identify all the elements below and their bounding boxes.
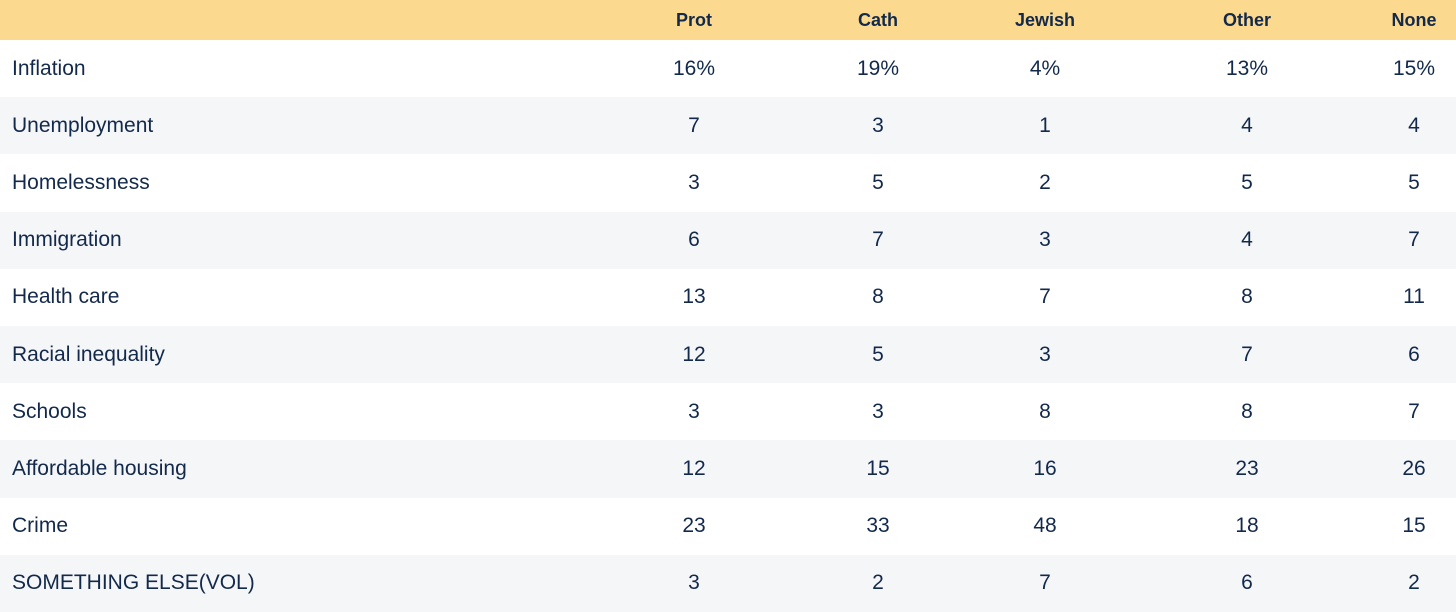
table-cell: 7	[688, 113, 700, 137]
table-row: SOMETHING ELSE(VOL) 3 2 7 6 2	[0, 554, 1456, 612]
table-cell: 2	[1039, 170, 1051, 194]
table-cell: 19%	[856, 56, 900, 80]
table-cell: 4	[1408, 113, 1420, 137]
row-label: Schools	[12, 399, 87, 423]
column-header-prot: Prot	[600, 0, 788, 40]
table-cell: 13	[682, 285, 706, 309]
table-cell: 3	[688, 399, 700, 423]
table-row: Immigration 6 7 3 4 7	[0, 211, 1456, 269]
table-cell: 3	[1039, 228, 1051, 252]
table-cell: 1	[1039, 113, 1051, 137]
table-row: Homelessness 3 5 2 5 5	[0, 154, 1456, 212]
column-header-cath: Cath	[788, 0, 968, 40]
table-cell: 12	[682, 456, 706, 480]
table-cell: 5	[872, 342, 884, 366]
table-cell: 4	[1241, 113, 1253, 137]
table-cell: 8	[872, 285, 884, 309]
table-row: Inflation 16% 19% 4% 13% 15%	[0, 40, 1456, 98]
row-label: Inflation	[12, 56, 86, 80]
table-cell: 5	[872, 170, 884, 194]
row-label: Crime	[12, 514, 68, 538]
row-label: Unemployment	[12, 113, 154, 137]
table-header: Prot Cath Jewish Other None	[0, 0, 1456, 40]
table-cell: 3	[688, 571, 700, 595]
table-cell: 48	[1033, 514, 1057, 538]
table-cell: 2	[872, 571, 884, 595]
table-cell: 16	[1033, 456, 1057, 480]
row-label: Racial inequality	[12, 342, 165, 366]
table-cell: 15	[866, 456, 890, 480]
table-cell: 7	[1408, 228, 1420, 252]
table-cell: 3	[872, 399, 884, 423]
table-cell: 6	[1408, 342, 1420, 366]
table-cell: 33	[866, 514, 890, 538]
table-cell: 7	[1241, 342, 1253, 366]
table-cell: 3	[1039, 342, 1051, 366]
table-cell: 8	[1241, 285, 1253, 309]
table-cell: 12	[682, 342, 706, 366]
table-cell: 5	[1408, 170, 1420, 194]
table-cell: 7	[1408, 399, 1420, 423]
table-cell: 7	[1039, 571, 1051, 595]
table-cell: 15%	[1392, 56, 1436, 80]
table-cell: 4%	[1029, 56, 1061, 80]
table-row: Racial inequality 12 5 3 7 6	[0, 325, 1456, 384]
table-cell: 15	[1402, 514, 1426, 538]
table-row: Unemployment 7 3 1 4 4	[0, 97, 1456, 155]
table-row: Schools 3 3 8 8 7	[0, 383, 1456, 441]
table-cell: 26	[1402, 456, 1426, 480]
column-header-other: Other	[1122, 0, 1372, 40]
table-cell: 23	[1235, 456, 1259, 480]
table-cell: 16%	[672, 56, 716, 80]
table-cell: 8	[1241, 399, 1253, 423]
table-cell: 6	[1241, 571, 1253, 595]
table-cell: 3	[688, 170, 700, 194]
table-cell: 23	[682, 514, 706, 538]
table-cell: 13%	[1225, 56, 1269, 80]
table-cell: 3	[872, 113, 884, 137]
row-label: Affordable housing	[12, 456, 187, 480]
column-header-none: None	[1372, 0, 1456, 40]
table-cell: 18	[1235, 514, 1259, 538]
table-row: Crime 23 33 48 18 15	[0, 497, 1456, 555]
header-row: Prot Cath Jewish Other None	[0, 0, 1456, 40]
row-label: SOMETHING ELSE(VOL)	[12, 571, 255, 595]
table-body: Inflation 16% 19% 4% 13% 15% Unemploymen…	[0, 40, 1456, 612]
row-label: Immigration	[12, 228, 122, 252]
table-cell: 4	[1241, 228, 1253, 252]
table-cell: 6	[688, 228, 700, 252]
table-cell: 2	[1408, 571, 1420, 595]
column-header-jewish: Jewish	[968, 0, 1122, 40]
corner-cell	[0, 0, 600, 40]
row-label: Homelessness	[12, 170, 150, 194]
table-cell: 7	[872, 228, 884, 252]
table-cell: 5	[1241, 170, 1253, 194]
table-cell: 8	[1039, 399, 1051, 423]
row-label: Health care	[12, 285, 120, 309]
table-cell: 7	[1039, 285, 1051, 309]
table-row: Health care 13 8 7 8 11	[0, 268, 1456, 326]
table-row: Affordable housing 12 15 16 23 26	[0, 440, 1456, 498]
table-cell: 11	[1403, 285, 1425, 309]
